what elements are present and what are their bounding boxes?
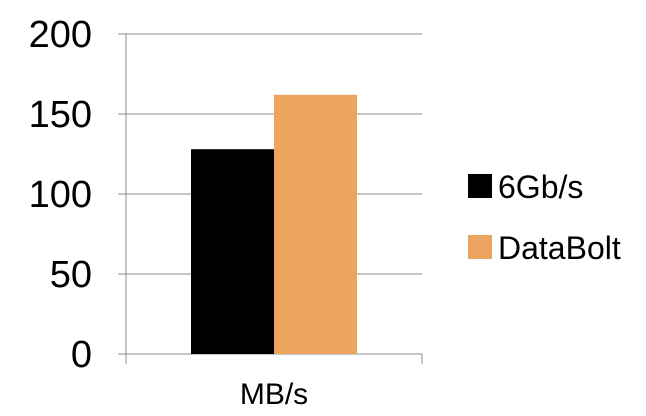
tick-labels: 0 50 100 150 200 MB/s	[29, 14, 309, 411]
x-category-label: MB/s	[240, 378, 308, 411]
y-tick-label-150: 150	[29, 94, 92, 136]
bars	[191, 94, 357, 355]
legend-label-databolt: DataBolt	[498, 230, 621, 266]
y-tick-label-200: 200	[29, 14, 92, 56]
bar-databolt	[274, 94, 357, 355]
legend-swatch-6gb-s	[468, 174, 492, 198]
legend: 6Gb/s DataBolt	[468, 169, 621, 266]
legend-label-6gb-s: 6Gb/s	[498, 169, 583, 205]
y-tick-label-0: 0	[71, 334, 92, 376]
legend-swatch-databolt	[468, 235, 492, 259]
y-tick-label-50: 50	[50, 254, 92, 296]
y-tick-label-100: 100	[29, 174, 92, 216]
bar-6gb-s	[191, 149, 274, 354]
